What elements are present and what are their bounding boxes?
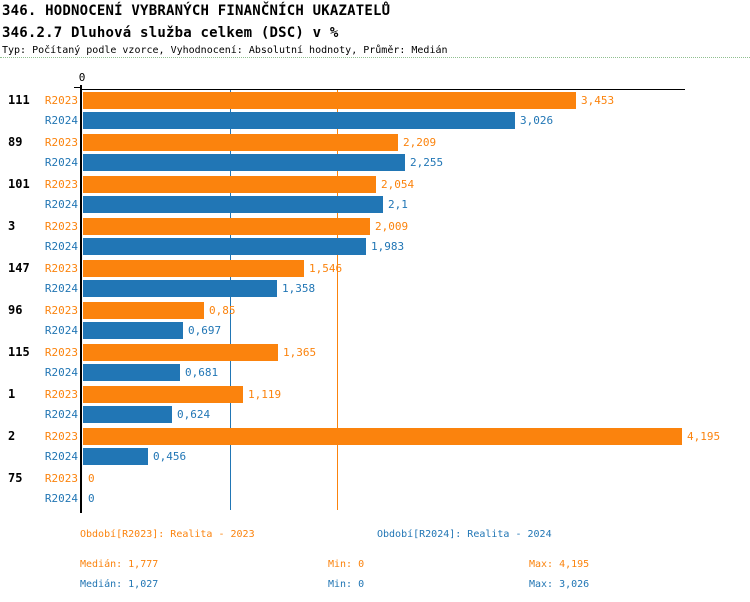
value-label-r2024-96: 0,697 — [188, 324, 222, 337]
value-label-r2024-111: 3,026 — [520, 114, 554, 127]
x-axis-zero-tick-label: 0 — [78, 71, 86, 84]
stat-min-r2024: Min: 0 — [328, 579, 365, 590]
category-label: 3 — [8, 219, 16, 233]
series-label-r2023: R2023 — [44, 346, 78, 359]
series-label-r2023: R2023 — [44, 136, 78, 149]
stat-max-r2024: Max: 3,026 — [529, 579, 590, 590]
bar-r2024-101 — [83, 196, 383, 213]
value-label-r2023-147: 1,546 — [309, 262, 343, 275]
bar-r2024-3 — [83, 238, 366, 255]
bar-r2023-89 — [83, 134, 398, 151]
bar-r2024-111 — [83, 112, 515, 129]
value-label-r2024-101: 2,1 — [388, 198, 408, 211]
series-label-r2023: R2023 — [44, 94, 78, 107]
bar-r2023-111 — [83, 92, 576, 109]
category-label: 89 — [8, 135, 23, 149]
series-label-r2024: R2024 — [44, 366, 78, 379]
series-label-r2023: R2023 — [44, 430, 78, 443]
bar-r2024-96 — [83, 322, 183, 339]
value-label-r2024-89: 2,255 — [410, 156, 444, 169]
series-label-r2024: R2024 — [44, 450, 78, 463]
median-line-r2024 — [230, 90, 231, 510]
value-label-r2024-1: 0,624 — [177, 408, 211, 421]
series-label-r2023: R2023 — [44, 388, 78, 401]
category-label: 75 — [8, 471, 23, 485]
value-label-r2023-1: 1,119 — [248, 388, 282, 401]
value-label-r2023-115: 1,365 — [283, 346, 317, 359]
page-subtitle: 346.2.7 Dluhová služba celkem (DSC) v % — [2, 25, 339, 41]
bar-r2024-147 — [83, 280, 277, 297]
y-axis-line — [80, 85, 82, 513]
period-label-r2023: Období[R2023]: Realita - 2023 — [80, 529, 255, 540]
header-divider — [0, 57, 750, 58]
value-label-r2024-147: 1,358 — [282, 282, 316, 295]
x-axis-tick-mark — [74, 87, 82, 88]
chart-meta: Typ: Počítaný podle vzorce, Vyhodnocení:… — [2, 45, 448, 56]
value-label-r2023-101: 2,054 — [381, 178, 415, 191]
value-label-r2023-111: 3,453 — [581, 94, 615, 107]
series-label-r2024: R2024 — [44, 114, 78, 127]
bar-r2023-1 — [83, 386, 243, 403]
series-label-r2024: R2024 — [44, 324, 78, 337]
category-label: 1 — [8, 387, 16, 401]
period-label-r2024: Období[R2024]: Realita - 2024 — [377, 529, 552, 540]
series-label-r2023: R2023 — [44, 178, 78, 191]
median-line-r2023 — [337, 90, 338, 510]
series-label-r2023: R2023 — [44, 472, 78, 485]
series-label-r2023: R2023 — [44, 304, 78, 317]
stat-max-r2023: Max: 4,195 — [529, 559, 590, 570]
value-label-r2023-2: 4,195 — [687, 430, 721, 443]
bar-r2023-147 — [83, 260, 304, 277]
bar-r2023-96 — [83, 302, 204, 319]
category-label: 96 — [8, 303, 23, 317]
bar-r2024-1 — [83, 406, 172, 423]
value-label-r2024-75: 0 — [88, 492, 95, 505]
category-label: 147 — [8, 261, 30, 275]
stat-min-r2023: Min: 0 — [328, 559, 365, 570]
page-title: 346. HODNOCENÍ VYBRANÝCH FINANČNÍCH UKAZ… — [2, 3, 391, 19]
series-label-r2024: R2024 — [44, 198, 78, 211]
bar-r2024-115 — [83, 364, 180, 381]
series-label-r2024: R2024 — [44, 492, 78, 505]
plot-top-border — [82, 89, 685, 90]
series-label-r2024: R2024 — [44, 156, 78, 169]
bar-r2023-115 — [83, 344, 278, 361]
bar-r2023-2 — [83, 428, 682, 445]
bar-r2024-89 — [83, 154, 405, 171]
category-label: 111 — [8, 93, 30, 107]
category-label: 2 — [8, 429, 16, 443]
series-label-r2023: R2023 — [44, 262, 78, 275]
series-label-r2024: R2024 — [44, 240, 78, 253]
value-label-r2023-96: 0,85 — [209, 304, 236, 317]
value-label-r2024-2: 0,456 — [153, 450, 187, 463]
stat-median-r2023: Medián: 1,777 — [80, 559, 159, 570]
bar-r2024-2 — [83, 448, 148, 465]
value-label-r2024-3: 1,983 — [371, 240, 405, 253]
category-label: 101 — [8, 177, 30, 191]
series-label-r2024: R2024 — [44, 408, 78, 421]
series-label-r2024: R2024 — [44, 282, 78, 295]
stat-median-r2024: Medián: 1,027 — [80, 579, 159, 590]
value-label-r2023-75: 0 — [88, 472, 95, 485]
bar-r2023-3 — [83, 218, 370, 235]
category-label: 115 — [8, 345, 30, 359]
value-label-r2023-3: 2,009 — [375, 220, 409, 233]
value-label-r2024-115: 0,681 — [185, 366, 219, 379]
value-label-r2023-89: 2,209 — [403, 136, 437, 149]
series-label-r2023: R2023 — [44, 220, 78, 233]
bar-r2023-101 — [83, 176, 376, 193]
